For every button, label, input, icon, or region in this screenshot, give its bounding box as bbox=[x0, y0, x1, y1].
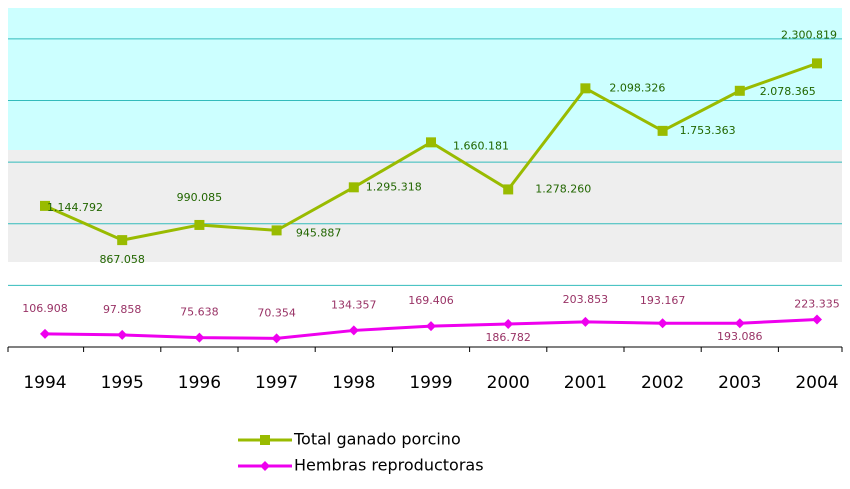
value-label: 223.335 bbox=[794, 297, 840, 310]
value-label: 945.887 bbox=[296, 226, 342, 239]
x-tick-label: 2002 bbox=[641, 373, 684, 393]
marker bbox=[657, 125, 668, 136]
value-label: 1.278.260 bbox=[535, 182, 591, 195]
marker bbox=[348, 182, 359, 193]
value-label: 2.098.326 bbox=[609, 81, 665, 94]
marker bbox=[734, 85, 745, 96]
value-label: 2.078.365 bbox=[760, 85, 816, 98]
value-label: 97.858 bbox=[103, 303, 142, 316]
x-tick-label: 1997 bbox=[255, 373, 298, 393]
legend-marker bbox=[260, 435, 270, 445]
value-label: 70.354 bbox=[257, 306, 296, 319]
value-label: 203.853 bbox=[563, 293, 609, 306]
marker bbox=[271, 333, 282, 344]
marker bbox=[503, 318, 514, 329]
value-label: 1.295.318 bbox=[366, 180, 422, 193]
band-middle bbox=[8, 150, 842, 262]
marker bbox=[194, 332, 205, 343]
value-label: 1.753.363 bbox=[680, 124, 736, 137]
value-label: 75.638 bbox=[180, 306, 219, 319]
marker bbox=[117, 329, 128, 340]
value-label: 106.908 bbox=[22, 302, 68, 315]
x-tick-label: 2001 bbox=[564, 373, 607, 393]
marker bbox=[580, 83, 591, 94]
value-label: 193.086 bbox=[717, 330, 763, 343]
marker bbox=[812, 58, 822, 69]
legend-marker bbox=[260, 461, 270, 471]
marker bbox=[503, 184, 514, 195]
value-label: 134.357 bbox=[331, 298, 377, 311]
marker bbox=[426, 137, 436, 148]
x-tick-label: 2000 bbox=[487, 373, 530, 393]
value-label: 867.058 bbox=[99, 253, 145, 266]
x-tick-label: 1998 bbox=[332, 373, 375, 393]
value-label: 2.300.819 bbox=[781, 28, 837, 41]
value-label: 186.782 bbox=[485, 331, 531, 344]
marker bbox=[271, 225, 282, 236]
marker bbox=[426, 321, 436, 332]
band-top bbox=[8, 8, 842, 150]
x-tick-label: 1999 bbox=[409, 373, 452, 393]
marker bbox=[657, 318, 668, 329]
band-bottom bbox=[8, 262, 842, 347]
value-label: 169.406 bbox=[408, 294, 454, 307]
value-label: 990.085 bbox=[177, 191, 223, 204]
marker bbox=[40, 328, 50, 339]
x-tick-label: 1995 bbox=[101, 373, 144, 393]
marker bbox=[194, 219, 205, 230]
legend-label: Hembras reproductoras bbox=[294, 456, 484, 475]
value-label: 193.167 bbox=[640, 294, 686, 307]
x-tick-label: 2004 bbox=[795, 373, 838, 393]
marker bbox=[117, 235, 128, 246]
marker bbox=[580, 316, 591, 327]
value-label: 1.144.792 bbox=[47, 201, 103, 214]
value-label: 1.660.181 bbox=[453, 139, 509, 152]
marker bbox=[812, 314, 822, 325]
marker bbox=[348, 325, 359, 336]
x-tick-label: 1996 bbox=[178, 373, 221, 393]
marker bbox=[40, 200, 50, 211]
marker bbox=[734, 318, 745, 329]
x-tick-label: 1994 bbox=[23, 373, 66, 393]
legend-label: Total ganado porcino bbox=[293, 430, 461, 449]
x-tick-label: 2003 bbox=[718, 373, 761, 393]
